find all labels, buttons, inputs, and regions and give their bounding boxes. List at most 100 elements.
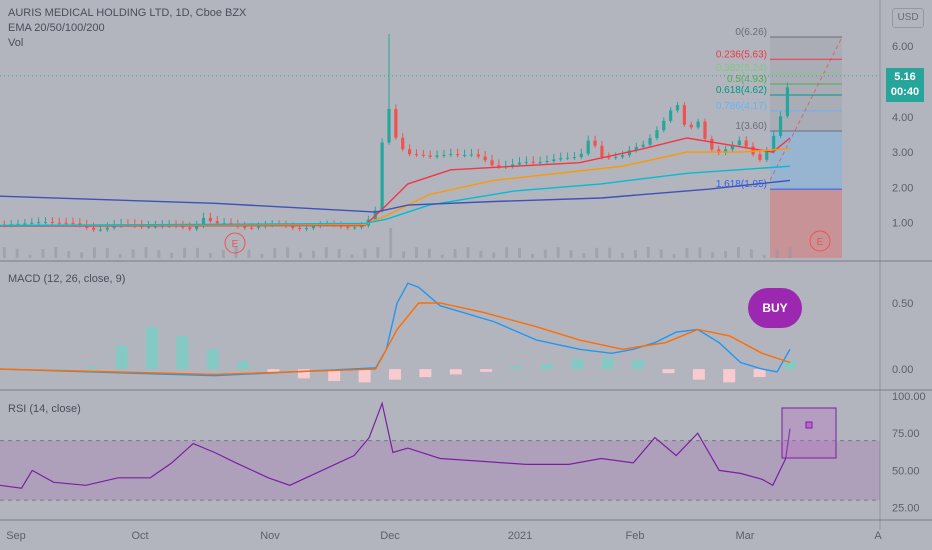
time-axis-label: 2021 bbox=[508, 530, 532, 542]
macd-histogram-bar bbox=[601, 357, 614, 370]
volume-bar bbox=[15, 248, 19, 258]
candle-body bbox=[744, 140, 748, 147]
fib-level-label: 0.786(4.17) bbox=[716, 101, 767, 112]
volume-bar bbox=[698, 247, 702, 258]
candle-body bbox=[215, 221, 219, 224]
countdown-timer: 00:40 bbox=[890, 86, 920, 98]
macd-histogram-bar bbox=[145, 326, 158, 370]
candle-body bbox=[772, 135, 776, 152]
candle-body bbox=[401, 137, 405, 150]
volume-bar bbox=[221, 250, 225, 258]
candle-body bbox=[394, 108, 398, 138]
candle-body bbox=[353, 227, 357, 229]
fib-level-label: 0.5(4.93) bbox=[727, 74, 767, 85]
volume-bar bbox=[105, 248, 109, 258]
volume-bar bbox=[595, 247, 599, 258]
macd-histogram-bar bbox=[267, 369, 280, 374]
ema-line bbox=[0, 165, 791, 227]
volume-bar bbox=[337, 249, 341, 258]
volume-bar bbox=[402, 251, 406, 258]
candle-body bbox=[456, 154, 460, 156]
candle-body bbox=[249, 227, 254, 229]
rsi-band bbox=[0, 440, 880, 501]
macd-legend[interactable]: MACD (12, 26, close, 9) bbox=[8, 273, 126, 285]
volume-bar bbox=[505, 247, 509, 258]
candle-body bbox=[710, 138, 714, 150]
volume-bar bbox=[363, 248, 367, 258]
price-tick-label: 2.00 bbox=[892, 182, 913, 194]
candle-body bbox=[208, 217, 212, 222]
volume-bar bbox=[414, 247, 418, 258]
fib-level-label: 0.236(5.63) bbox=[716, 49, 767, 60]
price-tick-label: 4.00 bbox=[892, 112, 913, 124]
rsi-tick-label: 75.00 bbox=[892, 428, 920, 440]
candle-body bbox=[600, 145, 604, 158]
symbol-title[interactable]: AURIS MEDICAL HOLDING LTD, 1D, Cboe BZX bbox=[8, 7, 247, 19]
volume-bar bbox=[427, 248, 431, 258]
candle-body bbox=[634, 146, 638, 151]
volume-bar bbox=[646, 247, 650, 258]
volume-bar bbox=[569, 250, 573, 258]
candle-body bbox=[105, 227, 109, 230]
volume-bar bbox=[724, 250, 728, 258]
volume-bar bbox=[762, 254, 766, 258]
rsi-highlight-box bbox=[781, 407, 837, 459]
candle-body bbox=[380, 142, 384, 211]
candle-body bbox=[579, 153, 583, 158]
time-axis-label: Dec bbox=[380, 530, 400, 542]
candle-body bbox=[593, 140, 597, 146]
candle-body bbox=[717, 149, 721, 153]
macd-histogram-bar bbox=[54, 369, 67, 371]
fib-trend-line bbox=[769, 36, 843, 181]
volume-bar bbox=[788, 247, 792, 258]
macd-histogram-bar bbox=[358, 369, 371, 383]
rsi-tick-label: 25.00 bbox=[892, 503, 920, 515]
volume-bar bbox=[749, 249, 753, 258]
candle-body bbox=[153, 226, 158, 228]
earnings-marker-label: E bbox=[232, 239, 239, 250]
last-price-badge: 5.16 00:40 bbox=[886, 68, 924, 102]
macd-histogram-bar bbox=[85, 366, 98, 370]
rsi-legend[interactable]: RSI (14, close) bbox=[8, 403, 81, 415]
buy-bubble: BUY bbox=[748, 288, 802, 328]
candle-body bbox=[662, 120, 666, 131]
volume-bar bbox=[144, 247, 148, 258]
fib-lower-zone bbox=[770, 130, 842, 190]
volume-legend[interactable]: Vol bbox=[8, 37, 24, 49]
candle-body bbox=[524, 161, 528, 163]
candle-body bbox=[497, 165, 501, 167]
currency-button[interactable]: USD bbox=[892, 8, 924, 28]
ema-line bbox=[0, 179, 791, 213]
volume-bar bbox=[273, 248, 277, 258]
volume-bar bbox=[208, 253, 212, 258]
volume-bar bbox=[556, 247, 560, 258]
macd-histogram-bar bbox=[662, 369, 675, 374]
earnings-marker-circle bbox=[809, 230, 831, 252]
fib-level-label: 0.618(4.62) bbox=[716, 85, 767, 96]
time-axis-label: Mar bbox=[736, 530, 755, 542]
volume-bar bbox=[608, 247, 612, 258]
volume-bar bbox=[157, 250, 161, 258]
candle-body bbox=[669, 110, 673, 121]
candle-body bbox=[30, 222, 34, 224]
time-axis-label: Feb bbox=[626, 530, 645, 542]
candle-body bbox=[23, 223, 27, 225]
ema-line bbox=[0, 137, 791, 227]
last-price-value: 5.16 bbox=[894, 71, 916, 83]
time-axis-label: Oct bbox=[131, 530, 148, 542]
volume-bar bbox=[80, 252, 84, 258]
macd-histogram-bar bbox=[237, 361, 250, 370]
candle-body bbox=[112, 225, 116, 228]
candle-body bbox=[517, 162, 522, 165]
candle-body bbox=[641, 144, 645, 147]
ema-legend[interactable]: EMA 20/50/100/200 bbox=[8, 22, 105, 34]
candle-body bbox=[428, 155, 432, 157]
volume-bar bbox=[350, 254, 354, 258]
volume-bar bbox=[621, 253, 625, 258]
volume-bar bbox=[736, 247, 740, 258]
candle-body bbox=[469, 154, 474, 156]
macd-histogram-bar bbox=[753, 369, 766, 378]
price-tick-label: 3.00 bbox=[892, 147, 913, 159]
candle-body bbox=[490, 160, 494, 166]
